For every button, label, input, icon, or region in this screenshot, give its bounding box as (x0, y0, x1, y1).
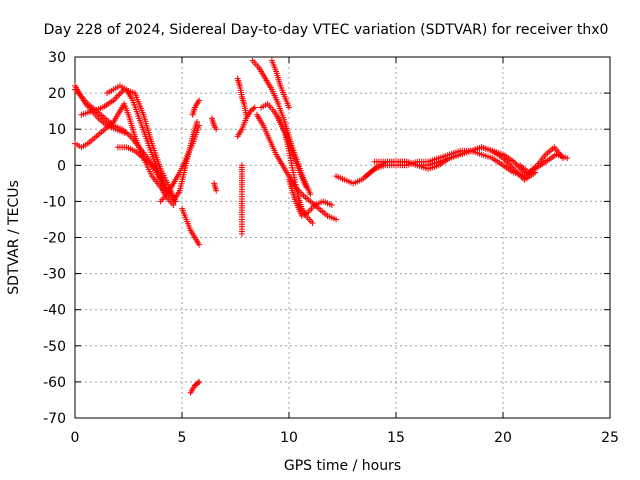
x-tick-label: 20 (494, 430, 512, 446)
x-tick-label: 15 (387, 430, 405, 446)
data-point (121, 129, 128, 136)
series-arc-25 (371, 144, 539, 183)
y-tick-label: -20 (43, 231, 66, 247)
y-tick-label: 20 (48, 86, 66, 102)
x-tick-label: 25 (601, 430, 619, 446)
data-point (195, 379, 202, 386)
data-point (286, 104, 292, 111)
series-arc-4 (104, 82, 168, 194)
y-tick-label: -50 (43, 339, 66, 355)
series-arc-20 (258, 100, 310, 190)
axis-ticks: 0 5 10 15 20 25 -70 -60 -50 -40 -30 -20 -10 0 10 20 30 (43, 50, 619, 446)
series-arc-3 (72, 100, 177, 209)
data-point (309, 220, 316, 227)
x-tick-label: 0 (71, 430, 80, 446)
data-point (251, 104, 258, 111)
y-tick-label: 10 (48, 122, 66, 138)
data-point (196, 378, 203, 385)
chart-title: Day 228 of 2024, Sidereal Day-to-day VTE… (44, 22, 609, 38)
series-arc-16 (234, 104, 258, 140)
data-point (532, 169, 539, 176)
data-point (118, 89, 125, 96)
series-arc-18 (268, 57, 292, 111)
y-tick-label: -10 (43, 194, 66, 210)
y-tick-label: -70 (43, 411, 66, 427)
data-point (333, 216, 340, 223)
data-point (193, 118, 200, 125)
series-arc-11 (187, 378, 203, 396)
data-point (113, 94, 120, 101)
data-point (303, 183, 310, 190)
data-point (213, 126, 220, 133)
x-axis-title: GPS time / hours (284, 458, 401, 474)
series-arc-15 (238, 162, 245, 237)
series-arc-14 (234, 75, 250, 118)
data-point (307, 191, 314, 198)
data-point (559, 155, 566, 162)
data-point (238, 230, 245, 237)
series-arc-13 (211, 180, 220, 194)
data-point (213, 187, 220, 194)
y-tick-label: -30 (43, 267, 66, 283)
data-point (112, 95, 119, 102)
y-tick-label: 30 (48, 50, 66, 66)
data-point (250, 105, 257, 112)
y-tick-label: -60 (43, 375, 66, 391)
grid-lines (75, 57, 610, 418)
y-tick-label: 0 (57, 158, 66, 174)
series-arc-10 (189, 97, 203, 118)
data-point (196, 241, 203, 248)
series-arc-9 (170, 118, 200, 205)
x-tick-label: 10 (280, 430, 298, 446)
data-points (72, 57, 571, 396)
data-point (328, 202, 335, 209)
series-arc-8 (179, 205, 203, 248)
y-tick-label: -40 (43, 303, 66, 319)
series-arc-2 (72, 82, 128, 136)
data-point (116, 91, 123, 98)
series-arc-26 (517, 144, 566, 176)
series-arc-12 (208, 115, 220, 133)
series-arc-22 (286, 176, 335, 219)
y-axis-title: SDTVAR / TECUs (6, 180, 22, 295)
data-point (196, 97, 203, 104)
x-tick-label: 5 (178, 430, 187, 446)
